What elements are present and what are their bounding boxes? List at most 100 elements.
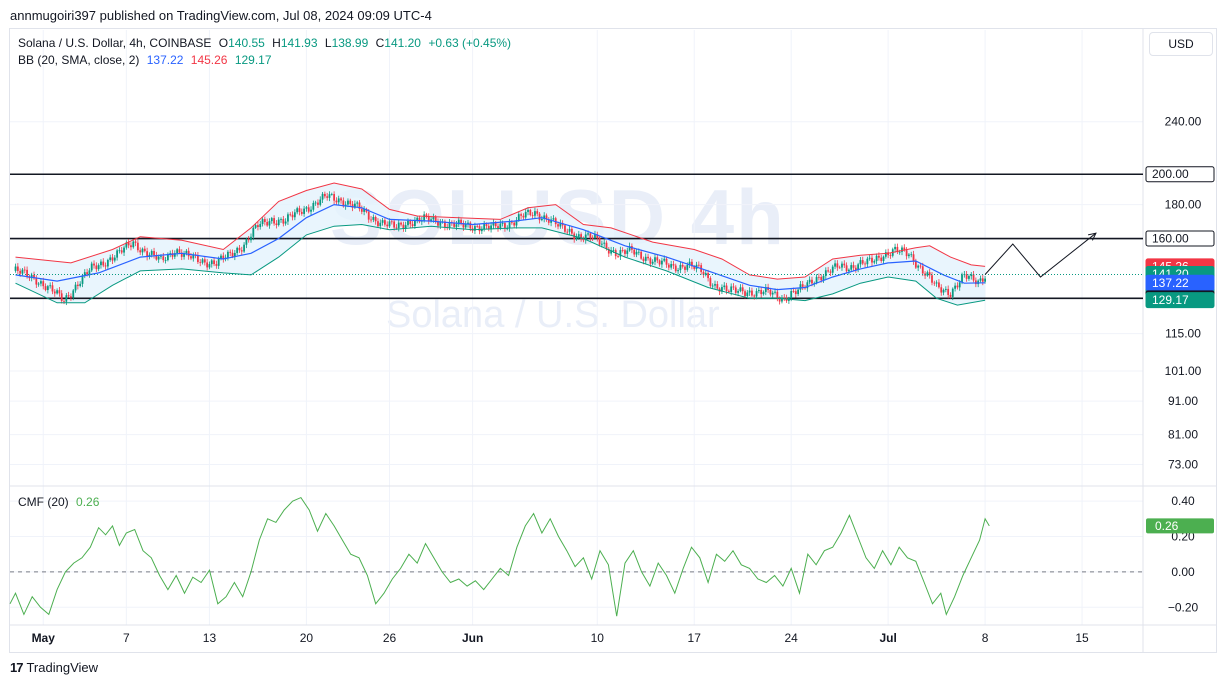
- candle-body: [903, 247, 906, 251]
- candle: [365, 207, 368, 214]
- price-label-box: [1145, 292, 1215, 309]
- time-tick-label: 13: [203, 631, 217, 645]
- time-tick-label: Jul: [879, 631, 896, 645]
- candle: [889, 252, 892, 259]
- candle-body: [755, 291, 758, 297]
- candle-body: [547, 219, 550, 223]
- candle-body: [134, 241, 137, 243]
- candle-body: [914, 261, 917, 268]
- candle-body: [480, 229, 483, 232]
- candle-body: [587, 233, 589, 235]
- candle: [143, 245, 146, 253]
- candle: [868, 254, 871, 261]
- candle-body: [908, 254, 910, 257]
- candle: [577, 230, 580, 240]
- bb-legend: BB (20, SMA, close, 2) 137.22 145.26 129…: [18, 53, 276, 67]
- price-label-160.00: 160.00: [1145, 230, 1215, 247]
- candle: [303, 205, 305, 217]
- candle-body: [707, 273, 709, 279]
- candle: [871, 254, 873, 267]
- candle-body: [113, 257, 116, 261]
- candle: [711, 283, 714, 289]
- bb-upper-value: 145.26: [190, 53, 228, 67]
- cmf-value: 0.26: [76, 495, 100, 509]
- candle: [831, 264, 834, 276]
- candle: [487, 223, 490, 232]
- cmf-label-box: [1146, 518, 1214, 534]
- candle-body: [843, 263, 846, 266]
- candle-body: [857, 264, 860, 270]
- candle-body: [233, 252, 236, 257]
- candle: [111, 253, 114, 265]
- time-tick-label: 15: [1075, 631, 1089, 645]
- candle: [245, 237, 248, 249]
- candle: [257, 221, 259, 231]
- candle-body: [817, 276, 820, 278]
- cmf-label: CMF (20): [18, 495, 69, 509]
- candle-body: [277, 219, 280, 226]
- candle-body: [437, 221, 439, 226]
- candle: [527, 207, 529, 216]
- candle: [37, 282, 40, 287]
- cmf-tick-label: 0.40: [1171, 494, 1195, 508]
- bb-lower-line: [15, 223, 986, 306]
- candle: [132, 239, 135, 249]
- candle: [771, 290, 774, 298]
- candle-body: [610, 250, 613, 254]
- candle: [746, 290, 749, 299]
- candle-body: [370, 219, 372, 221]
- candle: [166, 252, 169, 262]
- candle-body: [208, 264, 211, 268]
- candle-body: [649, 258, 652, 264]
- price-label-137.22: 137.22: [1145, 274, 1215, 291]
- candle-body: [63, 300, 65, 302]
- candle-body: [173, 253, 176, 257]
- candle-body: [702, 271, 705, 275]
- candle: [416, 215, 419, 224]
- candle-body: [947, 288, 950, 295]
- candle: [704, 269, 707, 277]
- candle-body: [102, 261, 105, 266]
- candle: [381, 218, 384, 226]
- candle: [351, 200, 354, 212]
- candle-body: [875, 255, 878, 262]
- high-value: 141.93: [280, 36, 318, 50]
- candle: [326, 192, 329, 201]
- candle: [273, 215, 275, 226]
- candle-body: [944, 288, 947, 290]
- price-tick-label: 115.00: [1165, 327, 1201, 341]
- candle-body: [358, 202, 361, 209]
- candle-body: [23, 269, 26, 271]
- candle: [277, 217, 280, 227]
- candle-body: [926, 272, 929, 276]
- candle-body: [222, 255, 225, 260]
- candle: [589, 231, 592, 241]
- candle-body: [848, 269, 850, 272]
- candle: [56, 288, 58, 295]
- candle-body: [453, 222, 456, 227]
- candle-body: [661, 260, 663, 265]
- candle-body: [566, 231, 569, 233]
- candle-body: [746, 292, 749, 296]
- candle-body: [693, 266, 696, 269]
- candle: [594, 230, 596, 240]
- candle: [93, 260, 95, 269]
- candle-body: [347, 200, 349, 205]
- candle: [942, 288, 945, 296]
- candle: [949, 292, 952, 299]
- candle: [852, 261, 855, 272]
- candle: [875, 253, 878, 265]
- candle: [275, 220, 278, 229]
- candle: [247, 235, 250, 243]
- candle-body: [836, 263, 839, 268]
- candle-body: [474, 226, 476, 231]
- candle-body: [968, 276, 970, 279]
- candle-body: [187, 250, 190, 257]
- currency-button[interactable]: USD: [1149, 32, 1213, 56]
- candle: [970, 272, 973, 280]
- candle: [363, 206, 366, 216]
- candle: [688, 258, 691, 269]
- bb-fill: [15, 183, 986, 306]
- candle: [42, 277, 45, 290]
